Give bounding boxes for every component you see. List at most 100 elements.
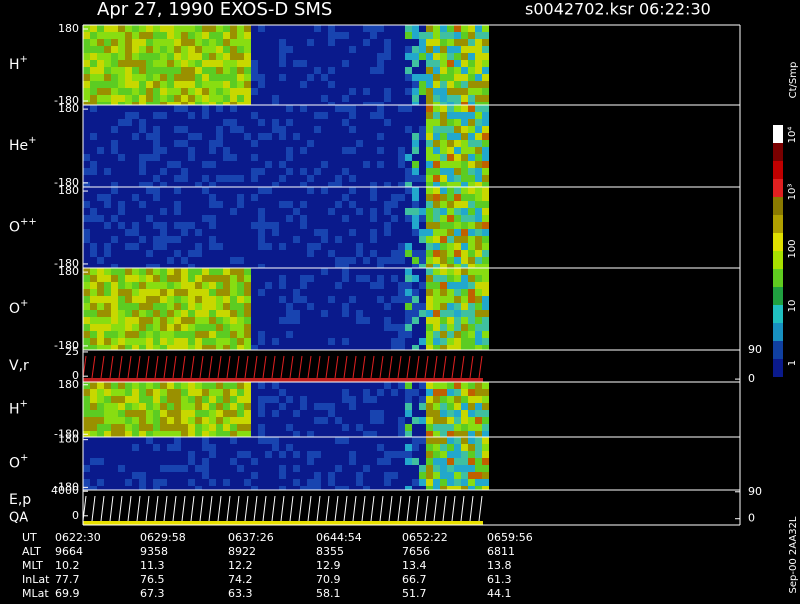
spectrogram-cell [272,264,279,268]
spectrogram-cell [384,282,391,289]
spectrogram-cell [370,105,377,112]
spectrogram-cell [97,396,104,403]
spectrogram-cell [433,243,440,250]
spectrogram-cell [104,479,111,486]
spectrogram-cell [384,112,391,119]
spectrogram-cell [237,119,244,126]
spectrogram-cell [244,444,251,451]
spectrogram-cell [104,282,111,289]
spectrogram-cell [223,67,230,74]
spectrogram-cell [202,382,209,389]
spectrogram-cell [237,168,244,175]
spectrogram-cell [167,81,174,88]
spectrogram-cell [118,431,125,437]
spectrogram-cell [139,187,146,194]
spectrogram-cell [104,338,111,345]
trace [91,355,96,379]
spectrogram-cell [188,187,195,194]
spectrogram-cell [258,264,265,268]
spectrogram-cell [97,39,104,46]
spectrogram-cell [279,324,286,331]
spectrogram-cell [300,222,307,229]
spectrogram-cell [419,268,426,275]
spectrogram-cell [286,486,293,490]
spectrogram-cell [160,289,167,296]
spectrogram-cell [314,102,321,105]
spectrogram-cell [328,296,335,303]
spectrogram-cell [272,472,279,479]
spectrogram-cell [167,74,174,81]
spectrogram-cell [258,424,265,431]
spectrogram-cell [412,74,419,81]
spectrogram-cell [426,250,433,257]
spectrogram-cell [279,410,286,417]
spectrogram-cell [237,229,244,236]
spectrogram-cell [461,431,468,437]
spectrogram-cell [461,95,468,102]
spectrogram-cell [111,168,118,175]
spectrogram-cell [419,479,426,486]
spectrogram-cell [132,296,139,303]
spectrogram-cell [426,154,433,161]
spectrogram-cell [237,53,244,60]
spectrogram-cell [363,147,370,154]
spectrogram-cell [377,451,384,458]
spectrogram-cell [230,257,237,264]
spectrogram-cell [160,39,167,46]
spectrogram-cell [433,140,440,147]
spectrogram-cell [391,479,398,486]
spectrogram-cell [370,345,377,350]
y-tick-label: 180 [58,265,79,278]
spectrogram-cell [286,133,293,140]
spectrogram-cell [174,396,181,403]
spectrogram-cell [244,403,251,410]
spectrogram-cell [433,105,440,112]
spectrogram-cell [167,296,174,303]
spectrogram-cell [111,60,118,67]
spectrogram-cell [167,194,174,201]
spectrogram-cell [83,282,90,289]
spectrogram-cell [258,389,265,396]
spectrogram-cell [426,95,433,102]
spectrogram-cell [251,250,258,257]
spectrogram-cell [447,140,454,147]
spectrogram-cell [139,331,146,338]
spectrogram-cell [433,161,440,168]
spectrogram-cell [328,140,335,147]
spectrogram-cell [258,112,265,119]
spectrogram-cell [167,465,174,472]
spectrogram-cell [216,458,223,465]
spectrogram-cell [132,39,139,46]
spectrogram-cell [412,275,419,282]
table-cell: 51.7 [402,587,427,600]
spectrogram-cell [230,458,237,465]
spectrogram-cell [251,403,258,410]
spectrogram-cell [279,345,286,350]
spectrogram-cell [398,444,405,451]
spectrogram-cell [279,424,286,431]
spectrogram-cell [146,486,153,490]
spectrogram-cell [321,168,328,175]
spectrogram-cell [195,268,202,275]
spectrogram-cell [209,289,216,296]
spectrogram-cell [328,168,335,175]
spectrogram-cell [475,331,482,338]
spectrogram-cell [454,126,461,133]
spectrogram-cell [160,324,167,331]
spectrogram-cell [482,208,489,215]
spectrogram-cell [440,25,447,32]
spectrogram-cell [90,338,97,345]
spectrogram-cell [314,236,321,243]
spectrogram-cell [216,243,223,250]
spectrogram-cell [265,102,272,105]
spectrogram-cell [272,88,279,95]
spectrogram-cell [328,317,335,324]
spectrogram-cell [342,303,349,310]
spectrogram-cell [209,250,216,257]
spectrogram-cell [454,32,461,39]
spectrogram-cell [356,32,363,39]
spectrogram-cell [335,46,342,53]
spectrogram-cell [335,25,342,32]
spectrogram-cell [440,317,447,324]
spectrogram-cell [279,39,286,46]
